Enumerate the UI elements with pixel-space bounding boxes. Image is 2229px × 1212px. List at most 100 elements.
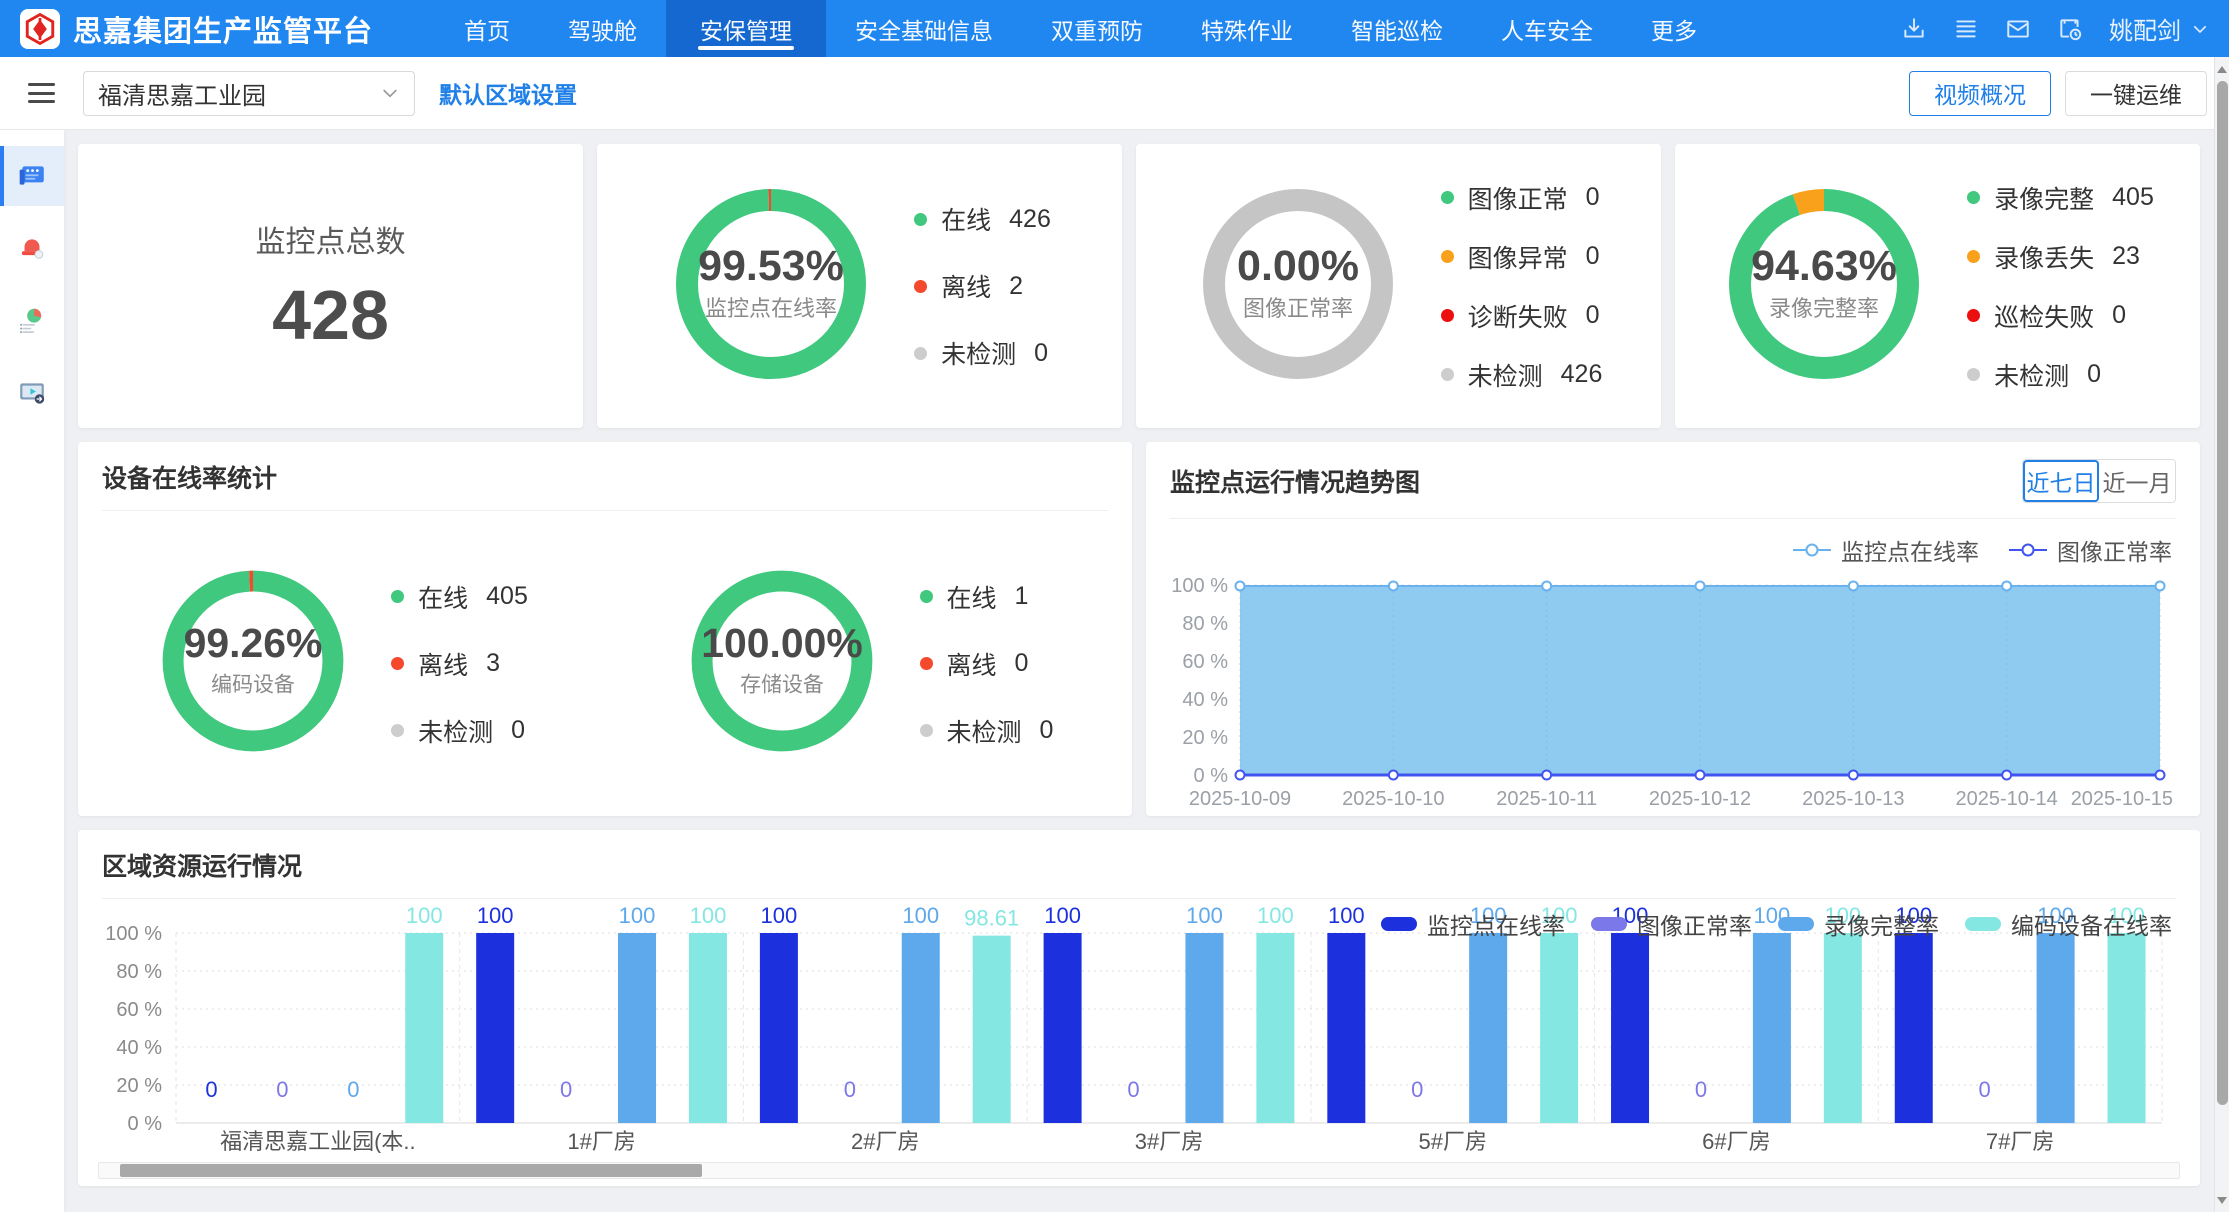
svg-text:100: 100 (1186, 903, 1223, 928)
device-panel-body: 99.26%编码设备 在线405离线3未检测0 100.00%存储设备 在线1离… (78, 511, 1132, 816)
sidebar-item-alarm[interactable] (0, 218, 64, 278)
sidebar-item-report[interactable] (0, 290, 64, 350)
svg-text:100: 100 (406, 903, 443, 928)
scroll-down-arrow-icon[interactable] (2215, 1192, 2229, 1208)
legend-value: 426 (1009, 205, 1051, 234)
region-select[interactable]: 福清思嘉工业园 (83, 71, 415, 116)
device-panel-title-text: 设备在线率统计 (102, 459, 277, 495)
legend-dot (1967, 309, 1980, 322)
legend-dot (914, 347, 927, 360)
svg-text:94.63%: 94.63% (1751, 242, 1897, 290)
legend-value: 0 (2087, 360, 2101, 389)
nav-item[interactable]: 智能巡检 (1322, 0, 1472, 57)
legend-swatch (1591, 917, 1627, 931)
download-icon[interactable] (1901, 16, 1927, 42)
vertical-scrollbar[interactable] (2214, 57, 2229, 1212)
legend-item: 未检测0 (1967, 357, 2154, 393)
mail-icon[interactable] (2005, 16, 2031, 42)
region-select-value: 福清思嘉工业园 (98, 76, 380, 111)
legend-label: 在线 (947, 579, 997, 615)
video-overview-button[interactable]: 视频概况 (1909, 71, 2051, 116)
toolbar: 福清思嘉工业园 默认区域设置 视频概况 一键运维 (0, 57, 2229, 130)
nav-item[interactable]: 双重预防 (1022, 0, 1172, 57)
trend-chart-svg: 0 %20 %40 %60 %80 %100 %2025-10-092025-1… (1170, 573, 2175, 815)
nav-item[interactable]: 人车安全 (1472, 0, 1622, 57)
nav-item[interactable]: 首页 (435, 0, 539, 57)
legend-item: 未检测 0 (920, 713, 1054, 749)
horizontal-scrollbar-thumb[interactable] (120, 1164, 702, 1177)
legend-value: 3 (486, 649, 500, 678)
range-1month-button[interactable]: 近一月 (2099, 460, 2175, 502)
region-legend: 监控点在线率图像正常率录像完整率 编码设备在线率 (1381, 907, 2172, 941)
nav-item[interactable]: 驾驶舱 (539, 0, 666, 57)
nav-item[interactable]: 安全基础信息 (826, 0, 1022, 57)
chevron-down-icon (2191, 20, 2209, 38)
legend-item: 离线2 (914, 268, 1051, 304)
legend-label: 录像完整 (1994, 180, 2094, 216)
svg-text:2025-10-11: 2025-10-11 (1496, 788, 1597, 810)
top-header: 思嘉集团生产监管平台 首页驾驶舱安保管理安全基础信息双重预防特殊作业智能巡检人车… (0, 0, 2229, 57)
legend-item: 未检测0 (391, 713, 528, 749)
region-legend-item[interactable]: 编码设备在线率 (1965, 907, 2172, 941)
header-right: 姚配剑 (1901, 11, 2209, 46)
nav-item[interactable]: 更多 (1622, 0, 1726, 57)
schedule-icon[interactable] (2057, 16, 2083, 42)
svg-text:60 %: 60 % (116, 999, 162, 1021)
default-region-link[interactable]: 默认区域设置 (439, 76, 577, 110)
image-normal-legend: 图像正常0图像异常0诊断失败0未检测426 (1441, 180, 1603, 393)
sidebar-toggle-icon[interactable] (28, 83, 55, 103)
scroll-up-arrow-icon[interactable] (2215, 61, 2229, 77)
legend-item: 在线426 (914, 201, 1051, 237)
svg-text:99.53%: 99.53% (698, 242, 844, 290)
region-legend-label: 编码设备在线率 (2011, 907, 2172, 941)
svg-text:80 %: 80 % (1182, 613, 1228, 635)
video-playback-icon (17, 377, 47, 407)
legend-value: 23 (2112, 242, 2140, 271)
trend-panel-title: 监控点运行情况趋势图 (1170, 463, 1420, 499)
device-online-panel: 设备在线率统计 99.26%编码设备 在线405离线3未检测0 100.00%存… (78, 442, 1132, 816)
main-content: 监控点总数 428 99.53%监控点在线率 在线426离线2未检测0 0.00… (64, 130, 2229, 1212)
nav-item[interactable]: 特殊作业 (1172, 0, 1322, 57)
legend-dot (1967, 191, 1980, 204)
image-normal-donut: 0.00%图像正常率 (1195, 181, 1401, 392)
one-key-ops-button[interactable]: 一键运维 (2065, 71, 2207, 116)
horizontal-scrollbar[interactable] (98, 1162, 2180, 1179)
legend-label: 录像丢失 (1994, 239, 2094, 275)
svg-text:40 %: 40 % (116, 1037, 162, 1059)
legend-label: 离线 (941, 268, 991, 304)
image-normal-card: 0.00%图像正常率 图像正常0图像异常0诊断失败0未检测426 (1136, 144, 1661, 428)
region-legend-item[interactable]: 监控点在线率 (1381, 907, 1565, 941)
legend-label: 未检测 (947, 713, 1022, 749)
range-7days-button[interactable]: 近七日 (2023, 460, 2099, 502)
trend-legend-item[interactable]: 监控点在线率 (1793, 533, 1979, 567)
legend-label: 图像异常 (1468, 239, 1568, 275)
svg-text:2#厂房: 2#厂房 (851, 1129, 919, 1153)
svg-text:2025-10-09: 2025-10-09 (1189, 788, 1291, 810)
vertical-scrollbar-thumb[interactable] (2217, 81, 2228, 1105)
report-pie-icon (17, 305, 47, 335)
region-legend-item[interactable]: 录像完整率 (1778, 907, 1939, 941)
online-rate-donut: 99.53%监控点在线率 (668, 181, 874, 392)
legend-dot (391, 724, 404, 737)
svg-text:0.00%: 0.00% (1237, 242, 1359, 290)
trend-legend-item[interactable]: 图像正常率 (2009, 533, 2172, 567)
user-menu[interactable]: 姚配剑 (2109, 11, 2209, 46)
legend-value: 0 (1040, 716, 1054, 745)
svg-text:0: 0 (844, 1077, 856, 1102)
legend-item: 在线1 (920, 579, 1054, 615)
svg-text:0 %: 0 % (128, 1113, 163, 1135)
legend-label: 未检测 (941, 335, 1016, 371)
legend-dot (1441, 191, 1454, 204)
sidebar-item-playback[interactable] (0, 362, 64, 422)
sidebar-item-video-wall[interactable] (0, 146, 64, 206)
trend-range-toggle: 近七日 近一月 (2022, 459, 2176, 503)
storage-device-donut: 100.00%存储设备 (684, 563, 880, 764)
svg-text:0: 0 (560, 1077, 572, 1102)
svg-text:100: 100 (690, 903, 727, 928)
record-complete-legend: 录像完整405录像丢失23巡检失败0未检测0 (1967, 180, 2154, 393)
nav-item[interactable]: 安保管理 (666, 0, 826, 57)
storage-device-legend: 在线1离线0未检测0 (920, 579, 1054, 749)
region-legend-item[interactable]: 图像正常率 (1591, 907, 1752, 941)
legend-value: 0 (1586, 242, 1600, 271)
menu-lines-icon[interactable] (1953, 16, 1979, 42)
